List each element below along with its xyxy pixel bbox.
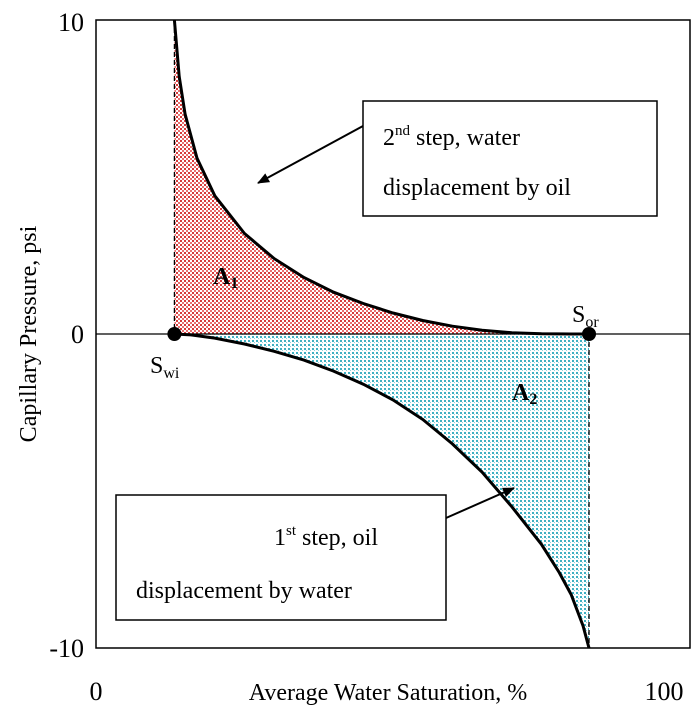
region-a2-sub: 2 [529,391,537,408]
sor-point [582,327,597,341]
annotation-arrow [257,125,364,184]
annotation-second-step: 2nd step, water displacement by oil [257,100,658,217]
imbibition-curve [174,332,591,649]
sor-label-main: S [572,302,585,328]
sor-label: Sor [572,302,599,331]
region-a2-label: A2 [512,380,537,408]
swi-label: Swi [150,353,180,382]
annotation-line-1: 2nd step, water [383,123,520,151]
x-axis-title: Average Water Saturation, % [249,680,527,706]
region-a2-main: A [512,380,530,406]
annotation-first-step: 1st step, oil displacement by water [115,487,515,621]
annotation-rest: step, water [410,125,520,151]
region-a2-fill [174,334,589,648]
region-a1-label: A1 [213,264,238,292]
annotation-rest: step, oil [296,525,378,551]
swi-label-main: S [150,353,163,379]
annotation-ordinal: 1 [274,525,286,551]
sor-label-sub: or [585,314,599,331]
y-tick-label: 0 [71,320,84,349]
swi-label-sub: wi [163,365,180,382]
y-tick-label: 10 [58,8,84,37]
annotation-line-1: 1st step, oil [274,523,378,551]
region-a1-fill [174,20,589,334]
drainage-curve [172,19,589,336]
annotation-arrow [445,487,515,519]
annotation-ordinal: 2 [383,125,395,151]
x-tick-label: 100 [645,677,684,706]
x-tick-label: 0 [90,677,103,706]
y-axis-title: Capillary Pressure, psi [16,225,42,442]
y-tick-label: -10 [49,634,84,663]
swi-point [167,327,182,341]
region-a1-sub: 1 [230,275,238,292]
annotation-ordinal-suffix: st [286,523,297,539]
annotation-line-2: displacement by oil [383,175,571,201]
annotation-box [362,100,658,217]
annotation-box [115,494,447,621]
annotation-line-2: displacement by water [136,578,352,604]
region-a1-main: A [213,264,231,290]
annotation-ordinal-suffix: nd [395,123,411,139]
